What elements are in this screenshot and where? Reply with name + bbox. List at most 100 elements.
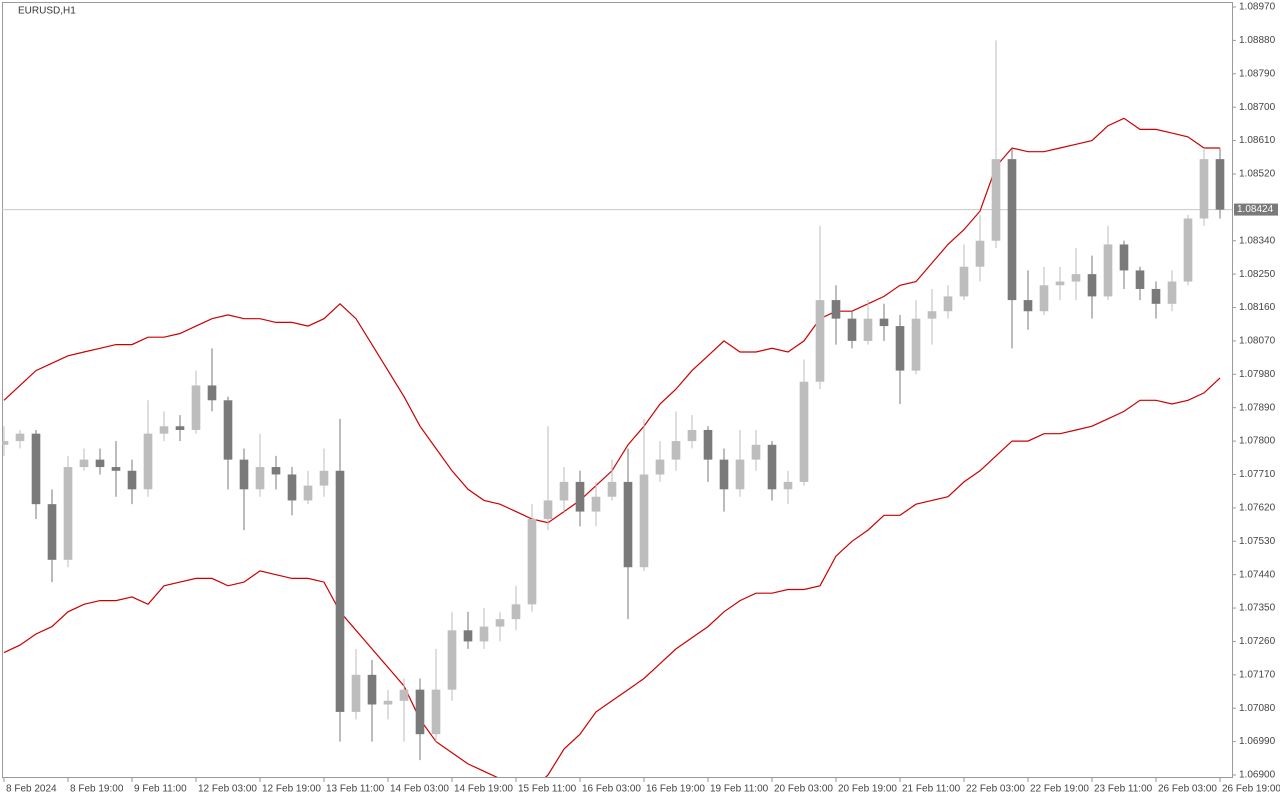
y-tick-label: 1.07980 <box>1239 369 1276 380</box>
candle-body <box>207 385 217 401</box>
candle-body <box>239 459 249 490</box>
x-tick-label: 22 Feb 19:00 <box>1030 784 1089 795</box>
candle-body <box>1007 159 1017 301</box>
candle-body <box>399 689 409 701</box>
x-tick-label: 13 Feb 11:00 <box>326 784 385 795</box>
candle-body <box>1087 274 1097 297</box>
x-tick-label: 12 Feb 03:00 <box>198 784 257 795</box>
candle-body <box>607 481 617 497</box>
band-line <box>3 377 1221 777</box>
candle-body <box>959 266 969 297</box>
candle-body <box>79 459 89 468</box>
candle-body <box>1215 159 1225 210</box>
candle-body <box>15 433 25 442</box>
candle-body <box>335 470 345 712</box>
y-tick-label: 1.08160 <box>1239 302 1276 313</box>
plot-area <box>2 40 1232 777</box>
candle-body <box>143 433 153 490</box>
candle-body <box>1103 244 1113 297</box>
candle-body <box>591 496 601 512</box>
candle-body <box>303 485 313 501</box>
candle-body <box>95 459 105 468</box>
y-tick-label: 1.07620 <box>1239 503 1276 514</box>
y-tick-label: 1.07170 <box>1239 669 1276 680</box>
x-tick-label: 20 Feb 03:00 <box>774 784 833 795</box>
candle-body <box>447 630 457 690</box>
candle-body <box>111 467 121 471</box>
y-tick-label: 1.07710 <box>1239 469 1276 480</box>
candle-body <box>751 444 761 460</box>
candle-body <box>639 474 649 568</box>
y-tick-label: 1.08610 <box>1239 135 1276 146</box>
candle-body <box>559 481 569 501</box>
axes: 1.08970 1.08880 1.08790 1.08700 1.08610 1.085… <box>3 2 1280 795</box>
plot-frame <box>2 2 1233 778</box>
y-tick-label: 1.08790 <box>1239 68 1276 79</box>
candle-body <box>1183 218 1193 282</box>
x-tick-label: 8 Feb 2024 <box>6 784 57 795</box>
candle-body <box>127 470 137 490</box>
candle-body <box>815 300 825 382</box>
y-tick-label: 1.06900 <box>1239 770 1276 781</box>
candle-body <box>367 674 377 705</box>
candle-body <box>31 433 41 505</box>
candle-body <box>943 296 953 312</box>
y-tick-label: 1.07530 <box>1239 536 1276 547</box>
y-tick-label: 1.07260 <box>1239 636 1276 647</box>
candle-body <box>799 381 809 482</box>
candle-body <box>431 689 441 735</box>
x-tick-label: 26 Feb 19:00 <box>1222 784 1280 795</box>
y-tick-label: 1.08250 <box>1239 269 1276 280</box>
candle-body <box>351 674 361 712</box>
candle-body <box>687 429 697 442</box>
candle-body <box>511 604 521 620</box>
y-tick-label: 1.08700 <box>1239 102 1276 113</box>
y-tick-label: 1.07890 <box>1239 402 1276 413</box>
chart-title: EURUSD,H1 <box>18 6 76 17</box>
candle-body <box>1039 285 1049 312</box>
x-tick-label: 19 Feb 11:00 <box>710 784 769 795</box>
y-tick-label: 1.07350 <box>1239 603 1276 614</box>
x-tick-label: 21 Feb 11:00 <box>902 784 961 795</box>
candle-body <box>783 481 793 490</box>
candle-body <box>2 441 9 445</box>
last-price-label: 1.08424 <box>1237 204 1274 215</box>
candle-body <box>863 318 873 341</box>
y-tick-label: 1.08340 <box>1239 235 1276 246</box>
candle-body <box>767 444 777 490</box>
candle-body <box>1023 300 1033 312</box>
candle-body <box>63 467 73 560</box>
x-tick-label: 16 Feb 19:00 <box>646 784 705 795</box>
candle-body <box>895 326 905 371</box>
candle-body <box>623 481 633 568</box>
candle-body <box>847 318 857 341</box>
candle-body <box>191 385 201 430</box>
y-tick-label: 1.08070 <box>1239 336 1276 347</box>
candle-body <box>879 318 889 327</box>
x-tick-label: 26 Feb 03:00 <box>1158 784 1217 795</box>
y-tick-label: 1.07800 <box>1239 436 1276 447</box>
candle-body <box>255 467 265 490</box>
candle-body <box>463 630 473 642</box>
candle-body <box>415 689 425 735</box>
candle-body <box>1119 244 1129 271</box>
candle-body <box>1135 270 1145 289</box>
x-tick-label: 8 Feb 19:00 <box>70 784 124 795</box>
candle-body <box>703 429 713 460</box>
y-tick-label: 1.08520 <box>1239 169 1276 180</box>
x-tick-label: 23 Feb 11:00 <box>1094 784 1153 795</box>
x-tick-label: 9 Feb 11:00 <box>134 784 187 795</box>
candle-body <box>1167 281 1177 304</box>
last-price-box <box>1234 203 1278 216</box>
candle-body <box>383 700 393 705</box>
candle-body <box>1071 274 1081 282</box>
y-tick-label: 1.07080 <box>1239 703 1276 714</box>
candle-body <box>975 240 985 267</box>
y-tick-label: 1.06990 <box>1239 736 1276 747</box>
x-tick-label: 12 Feb 19:00 <box>262 784 321 795</box>
y-tick-label: 1.08970 <box>1239 2 1276 13</box>
x-tick-label: 15 Feb 11:00 <box>518 784 577 795</box>
candle-body <box>655 459 665 475</box>
